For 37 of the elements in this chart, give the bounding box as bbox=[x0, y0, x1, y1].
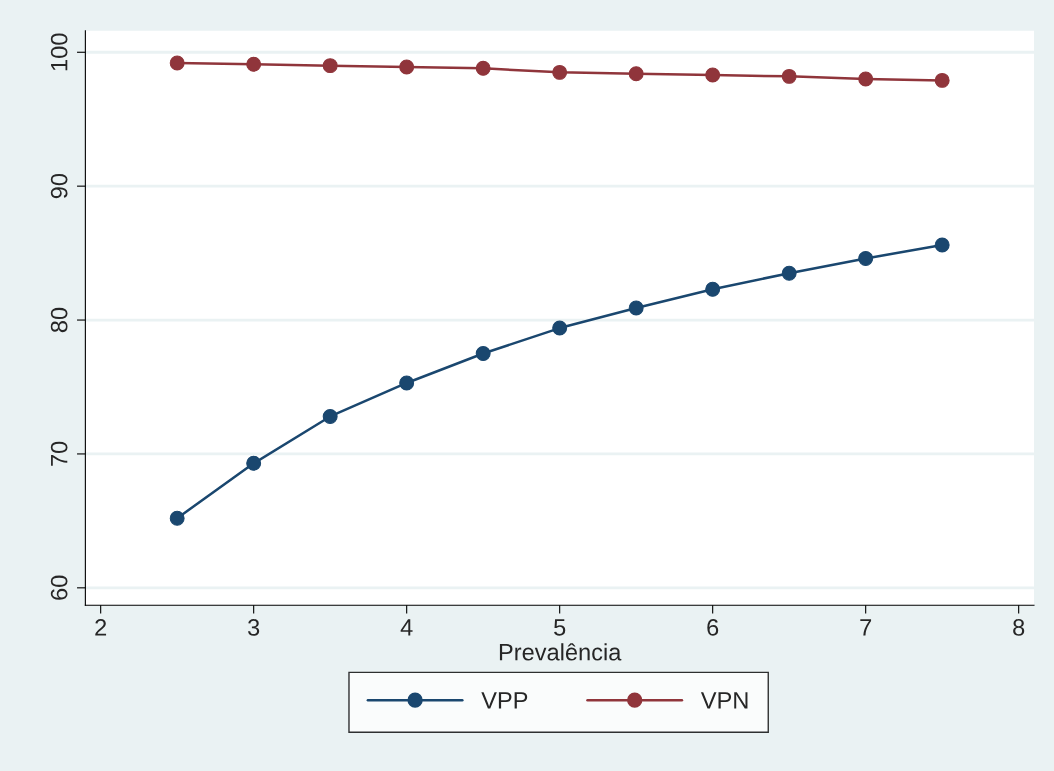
legend-label: VPP bbox=[481, 692, 528, 709]
y-tick-label: 90 bbox=[50, 173, 68, 199]
point bbox=[858, 250, 874, 266]
point bbox=[475, 346, 491, 361]
y-tick-label: 60 bbox=[50, 575, 68, 600]
x-tick-label: 2 bbox=[95, 619, 107, 636]
point bbox=[705, 67, 721, 83]
y-tick-label: 80 bbox=[50, 307, 68, 333]
y-tick-label: 70 bbox=[50, 441, 68, 466]
point bbox=[169, 55, 185, 71]
point bbox=[934, 237, 950, 253]
legend-label: VPN bbox=[700, 692, 748, 709]
point bbox=[552, 320, 568, 336]
point bbox=[246, 56, 262, 72]
point bbox=[552, 64, 568, 80]
point bbox=[399, 375, 415, 391]
x-tick-label: 6 bbox=[707, 619, 719, 636]
x-tick-label: 8 bbox=[1013, 619, 1025, 636]
x-tick-label: 7 bbox=[860, 619, 872, 636]
point bbox=[475, 60, 491, 76]
point bbox=[246, 455, 262, 471]
point bbox=[628, 300, 644, 316]
point bbox=[322, 408, 338, 424]
x-tick-label: 3 bbox=[248, 619, 260, 636]
point bbox=[322, 58, 338, 74]
point bbox=[781, 265, 797, 281]
point bbox=[399, 59, 415, 75]
point bbox=[781, 68, 797, 84]
point bbox=[628, 66, 644, 82]
point bbox=[169, 510, 185, 526]
point bbox=[858, 71, 874, 87]
x-tick-label: 4 bbox=[400, 619, 413, 636]
y-tick-label: 100 bbox=[50, 33, 68, 71]
x-tick-label: 5 bbox=[554, 619, 566, 636]
point bbox=[934, 72, 950, 88]
point bbox=[705, 281, 721, 297]
x-axis-title: Prevalência bbox=[499, 643, 622, 661]
